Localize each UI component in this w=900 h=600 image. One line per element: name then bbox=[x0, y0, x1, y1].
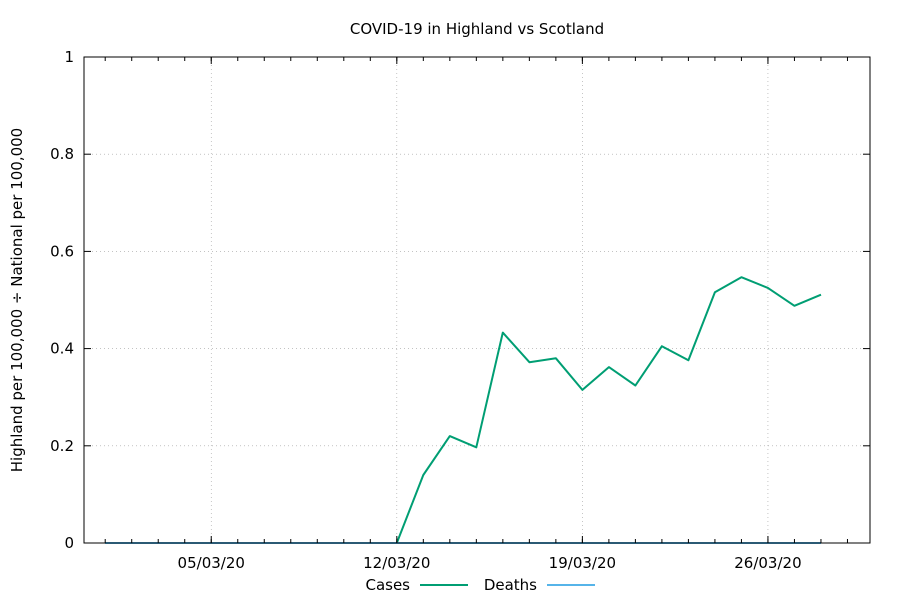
x-tick-label: 26/03/20 bbox=[734, 554, 801, 572]
x-tick-label: 19/03/20 bbox=[549, 554, 616, 572]
y-tick-label: 1 bbox=[64, 48, 74, 66]
series-line-cases bbox=[105, 276, 822, 544]
x-tick-label: 05/03/20 bbox=[178, 554, 245, 572]
legend-label-cases: Cases bbox=[365, 576, 410, 594]
y-tick-label: 0.2 bbox=[50, 437, 74, 455]
x-tick-label: 12/03/20 bbox=[363, 554, 430, 572]
series-layer bbox=[105, 276, 822, 544]
plot-frame bbox=[83, 56, 871, 544]
y-axis-label: Highland per 100,000 ÷ National per 100,… bbox=[8, 128, 26, 472]
y-tick-label: 0 bbox=[64, 534, 74, 552]
legend-label-deaths: Deaths bbox=[484, 576, 537, 594]
axes: 0 0.2 0.4 0.6 0.8 1 05/03/20 12/03/20 19/03/20 26… bbox=[50, 48, 870, 572]
legend: Cases Deaths bbox=[365, 576, 595, 594]
y-tick-label: 0.4 bbox=[50, 340, 74, 358]
y-tick-label: 0.8 bbox=[50, 145, 74, 163]
y-tick-label: 0.6 bbox=[50, 242, 74, 260]
chart-title: COVID-19 in Highland vs Scotland bbox=[350, 20, 604, 38]
grid-lines bbox=[84, 57, 870, 543]
